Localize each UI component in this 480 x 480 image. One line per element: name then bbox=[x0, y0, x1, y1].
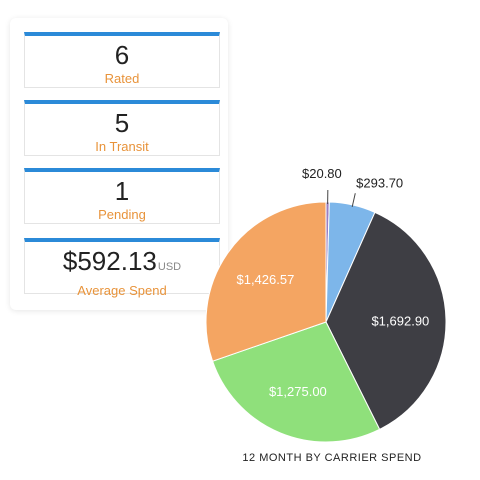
average-spend-amount: $592.13 bbox=[62, 246, 157, 276]
stat-card-in-transit[interactable]: 5 In Transit bbox=[24, 100, 220, 156]
stat-value-in-transit: 5 bbox=[114, 108, 130, 138]
pie-label-293-70: $293.70 bbox=[356, 175, 403, 190]
stat-card-pending[interactable]: 1 Pending bbox=[24, 168, 220, 224]
stat-value-average-spend: $592.13USD bbox=[25, 247, 219, 281]
pie-leader-line-293-70 bbox=[351, 193, 356, 208]
stat-label-rated: Rated bbox=[104, 71, 140, 86]
stat-label-average-spend: Average Spend bbox=[77, 283, 167, 298]
stat-value-rated: 6 bbox=[114, 40, 130, 70]
stats-panel: 6 Rated 5 In Transit 1 Pending $592.13US… bbox=[10, 18, 228, 310]
pie-label-1-426-57: $1,426.57 bbox=[236, 272, 294, 287]
average-spend-unit: USD bbox=[157, 261, 182, 273]
pie-label-1-692-90: $1,692.90 bbox=[371, 313, 429, 328]
pie-label-20-80: $20.80 bbox=[302, 166, 342, 181]
pie-label-1-275-00: $1,275.00 bbox=[269, 384, 327, 399]
pie-slice-1-426-57[interactable] bbox=[205, 201, 327, 362]
stat-label-in-transit: In Transit bbox=[95, 139, 149, 154]
pie-slice-1-275-00[interactable] bbox=[211, 321, 381, 443]
stat-label-pending: Pending bbox=[98, 207, 146, 222]
pie-slice-1-692-90[interactable] bbox=[325, 211, 447, 431]
stat-card-rated[interactable]: 6 Rated bbox=[24, 32, 220, 88]
stat-card-average-spend[interactable]: $592.13USD Average Spend bbox=[24, 238, 220, 298]
chart-title: 12 MONTH BY CARRIER SPEND bbox=[242, 452, 422, 464]
stat-value-pending: 1 bbox=[114, 176, 130, 206]
